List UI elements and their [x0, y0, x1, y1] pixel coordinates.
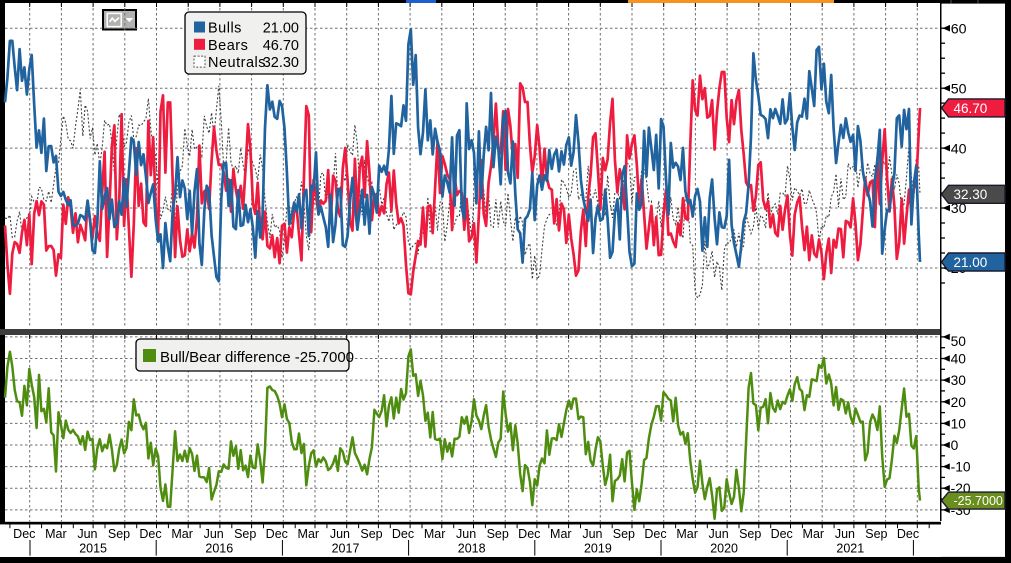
svg-text:Sep: Sep — [865, 527, 887, 541]
svg-text:60: 60 — [951, 21, 967, 37]
svg-text:Neutrals: Neutrals — [208, 55, 266, 71]
svg-text:-25.7000: -25.7000 — [954, 494, 1003, 508]
svg-text:Dec: Dec — [392, 527, 414, 541]
svg-text:Jun: Jun — [582, 527, 602, 541]
svg-text:Dec: Dec — [13, 527, 35, 541]
svg-text:Sep: Sep — [487, 527, 509, 541]
svg-text:Jun: Jun — [330, 527, 350, 541]
svg-text:Dec: Dec — [139, 527, 161, 541]
svg-text:Sep: Sep — [360, 527, 382, 541]
svg-text:46.70: 46.70 — [263, 38, 299, 54]
svg-text:Mar: Mar — [550, 527, 572, 541]
svg-text:21.00: 21.00 — [954, 255, 988, 270]
svg-text:Jun: Jun — [77, 527, 97, 541]
svg-text:10: 10 — [951, 416, 967, 431]
svg-text:Dec: Dec — [644, 527, 666, 541]
svg-text:Dec: Dec — [771, 527, 793, 541]
svg-text:50: 50 — [951, 81, 967, 97]
svg-text:-10: -10 — [951, 460, 971, 475]
svg-text:Jun: Jun — [835, 527, 855, 541]
svg-text:0: 0 — [951, 438, 959, 453]
svg-text:2018: 2018 — [458, 542, 486, 556]
svg-text:Mar: Mar — [298, 527, 320, 541]
svg-text:2020: 2020 — [710, 542, 738, 556]
svg-text:2019: 2019 — [584, 542, 612, 556]
svg-text:Mar: Mar — [424, 527, 446, 541]
svg-text:Dec: Dec — [518, 527, 540, 541]
svg-text:2021: 2021 — [836, 542, 864, 556]
svg-text:40: 40 — [951, 141, 967, 157]
svg-text:32.30: 32.30 — [263, 55, 299, 71]
svg-text:Sep: Sep — [108, 527, 130, 541]
svg-text:Mar: Mar — [45, 527, 67, 541]
svg-text:Sep: Sep — [613, 527, 635, 541]
svg-text:50: 50 — [951, 334, 967, 349]
svg-text:2016: 2016 — [205, 542, 233, 556]
svg-text:Sep: Sep — [739, 527, 761, 541]
svg-text:21.00: 21.00 — [263, 21, 299, 37]
svg-text:Bull/Bear difference -25.7000: Bull/Bear difference -25.7000 — [160, 349, 354, 366]
svg-text:Mar: Mar — [803, 527, 825, 541]
svg-text:32.30: 32.30 — [954, 187, 988, 202]
svg-text:Jun: Jun — [204, 527, 224, 541]
svg-text:40: 40 — [951, 352, 967, 367]
svg-text:30: 30 — [951, 373, 967, 388]
svg-text:Sep: Sep — [234, 527, 256, 541]
svg-text:30: 30 — [951, 201, 967, 217]
svg-text:2015: 2015 — [79, 542, 107, 556]
svg-text:Bulls: Bulls — [208, 21, 242, 37]
svg-text:Dec: Dec — [266, 527, 288, 541]
svg-text:2017: 2017 — [332, 542, 360, 556]
svg-text:Mar: Mar — [171, 527, 193, 541]
svg-text:20: 20 — [951, 395, 967, 410]
svg-text:Dec: Dec — [897, 527, 919, 541]
svg-text:46.70: 46.70 — [954, 101, 988, 116]
svg-text:Jun: Jun — [709, 527, 729, 541]
svg-text:Mar: Mar — [676, 527, 698, 541]
svg-text:Bears: Bears — [208, 38, 248, 54]
svg-text:Jun: Jun — [456, 527, 476, 541]
